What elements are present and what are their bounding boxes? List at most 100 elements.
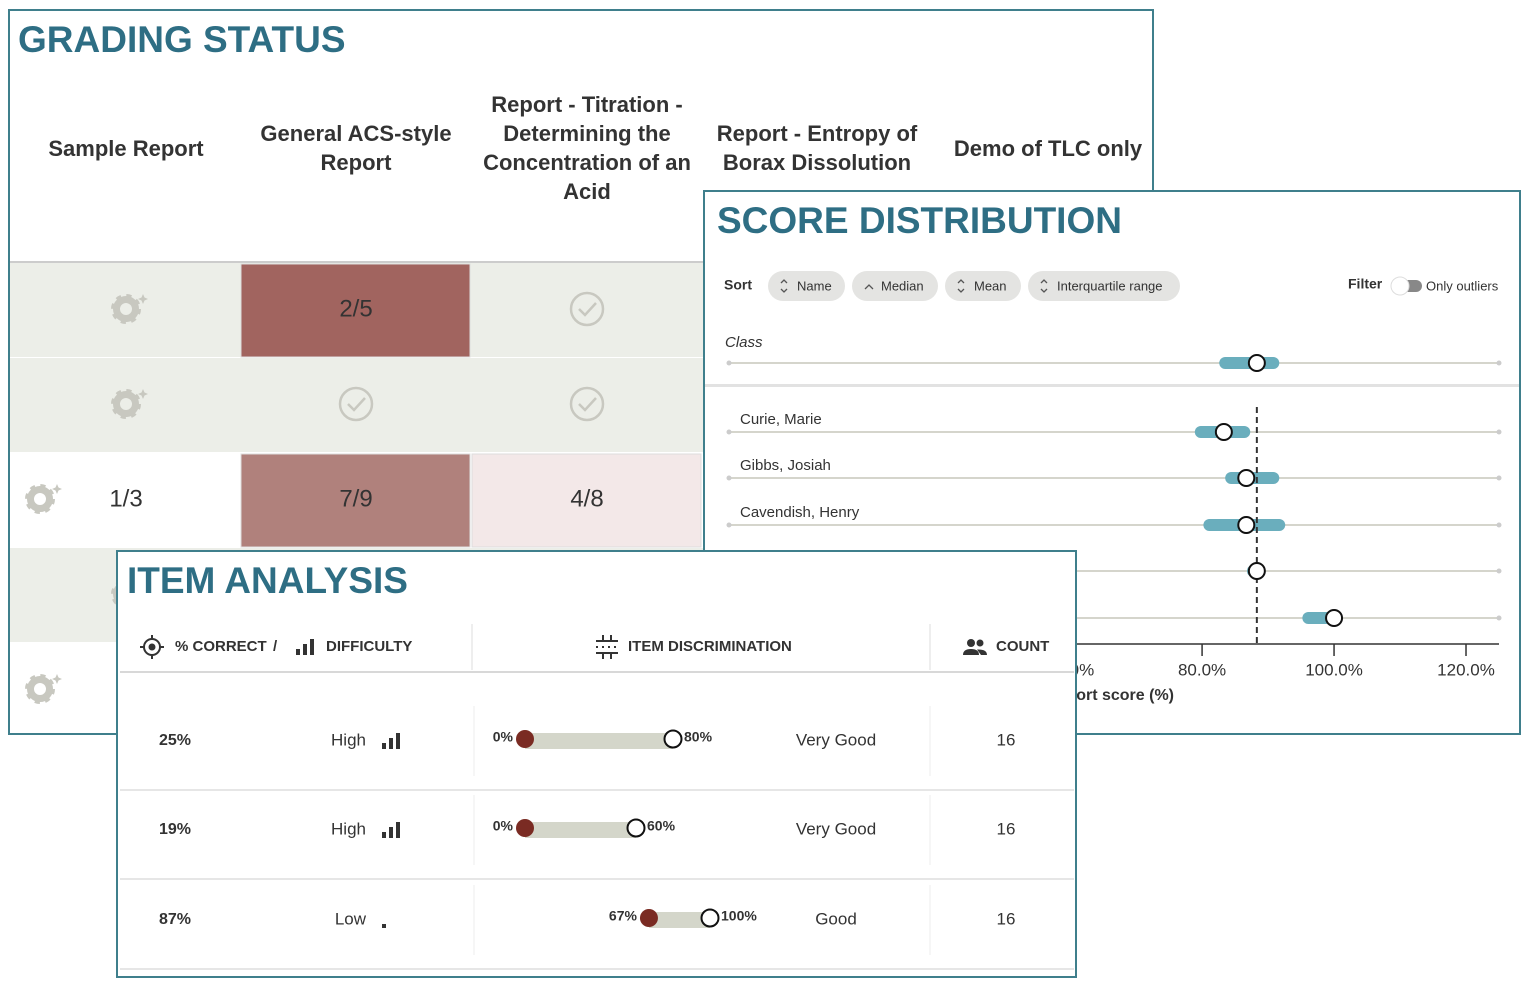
difficulty-icon-bar (303, 644, 307, 655)
check-icon (569, 291, 605, 327)
toggle-knob (1390, 276, 1410, 296)
item-analysis-panel: % CORRECT / DIFFICULTY ITEM DISCRIMINATION C… (116, 550, 1077, 978)
median-marker (1247, 562, 1266, 580)
difficulty-icon-bar (389, 738, 393, 749)
column-header: Report - Titration - Determining the Con… (483, 92, 691, 204)
gear-body (27, 486, 53, 512)
discrimination-low (639, 909, 658, 927)
discrimination-rating: Good (815, 909, 857, 928)
filter-label: Filter (1348, 276, 1383, 292)
sort-button (1028, 271, 1180, 301)
gear-body (27, 676, 53, 702)
discrimination-rating: Very Good (796, 730, 876, 749)
discrimination-high-label: 100% (721, 908, 757, 924)
check-ring (569, 386, 605, 422)
gear-body (113, 296, 139, 322)
target-cross (140, 635, 164, 659)
sort-option: Interquartile range (1057, 278, 1163, 293)
cell-background (471, 453, 702, 548)
sort-label: Sort (724, 277, 752, 293)
check-mark (578, 397, 597, 412)
item-table: % CORRECT / DIFFICULTY ITEM DISCRIMINATION C… (120, 624, 1074, 970)
sort-chevron (957, 279, 965, 293)
cell-value: 1/3 (109, 485, 142, 512)
sort-option: Name (797, 278, 832, 293)
student-name: Curie, Marie (740, 411, 822, 428)
percent-correct: 25% (159, 732, 191, 749)
discrimination-low-label: 0% (493, 729, 514, 745)
gear-icon (111, 294, 148, 324)
discrimination-rating: Very Good (796, 819, 876, 838)
header-label: ITEM DISCRIMINATION (628, 638, 792, 655)
difficulty-icon-bar (296, 649, 300, 655)
discrimination-range (525, 733, 673, 749)
discrimination-range (525, 822, 636, 838)
difficulty-icon-bar (396, 733, 400, 749)
sort-option: Mean (974, 278, 1007, 293)
discrimination-low-label: 67% (609, 908, 638, 924)
median-marker (1214, 423, 1233, 441)
discrimination-high-label: 60% (647, 818, 676, 834)
difficulty-icon-bar (310, 639, 314, 655)
guide-end (1496, 360, 1502, 366)
header-label: % CORRECT (175, 638, 267, 655)
guide-end (726, 360, 732, 366)
x-tick-label: 120.0% (1437, 660, 1495, 679)
header-label: / (273, 638, 278, 655)
discrimination-high (663, 729, 683, 749)
panel-title: ITEM ANALYSIS (127, 560, 408, 601)
median-marker (1247, 354, 1266, 372)
x-axis-label: Report score (%) (1046, 687, 1174, 704)
item-count: 16 (997, 730, 1016, 749)
x-tick-label: 80.0% (1178, 660, 1226, 679)
column-header: General ACS-style Report (260, 121, 452, 175)
discrimination-high (626, 818, 646, 838)
gear-icon (25, 674, 62, 704)
check-mark (578, 302, 597, 317)
discrimination-icon (596, 635, 618, 659)
gear-sparkle (138, 294, 148, 304)
filter-option: Only outliers (1426, 278, 1499, 293)
header-label: COUNT (996, 638, 1049, 655)
guide-end (726, 522, 732, 528)
people-icon (963, 639, 987, 655)
target-icon (140, 635, 164, 659)
difficulty: High (331, 819, 366, 838)
guide-end (1496, 568, 1502, 574)
person-head (967, 639, 975, 647)
discrimination-low (516, 730, 534, 748)
median-marker (1325, 609, 1344, 627)
cell-value: 2/5 (339, 295, 372, 322)
discrimination-high (700, 908, 720, 928)
cell-value: 4/8 (570, 485, 603, 512)
sort-button (945, 271, 1021, 301)
sort-button (852, 271, 938, 301)
guide-end (1496, 522, 1502, 528)
difficulty-icon-bar (389, 827, 393, 838)
check-ring (569, 291, 605, 327)
column-header: Sample Report (48, 135, 204, 161)
gear-sparkle (52, 674, 62, 684)
guide-end (726, 475, 732, 481)
gear-icon (111, 389, 148, 419)
sort-chevron (1040, 279, 1048, 293)
difficulty: Low (335, 909, 367, 928)
person-head (976, 639, 984, 647)
gear-teeth (111, 294, 141, 324)
median-marker (1237, 516, 1256, 534)
section-shadow (705, 384, 1519, 387)
gear-sparkle (138, 389, 148, 399)
guide-end (1496, 429, 1502, 435)
gear-teeth (25, 674, 55, 704)
gear-teeth (111, 389, 141, 419)
target-dot (148, 643, 156, 651)
discrimination-high-label: 80% (684, 729, 713, 745)
panel-title: SCORE DISTRIBUTION (717, 200, 1122, 241)
student-name: Gibbs, Josiah (740, 457, 831, 474)
cell-background (240, 453, 471, 548)
discrimination-range (648, 912, 710, 928)
check-icon (569, 386, 605, 422)
person-body (963, 649, 987, 655)
